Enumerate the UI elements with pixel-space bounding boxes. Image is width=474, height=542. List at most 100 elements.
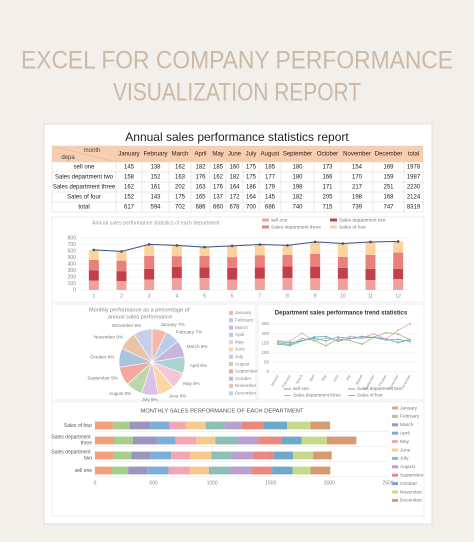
line-point — [385, 331, 387, 334]
bar-segment — [171, 245, 182, 257]
bar-segment — [282, 277, 293, 290]
bar-segment — [310, 253, 321, 267]
legend-swatch — [392, 406, 398, 410]
line-point — [369, 240, 372, 244]
legend-swatch — [229, 376, 233, 381]
legend-label: December — [235, 391, 257, 396]
table-cell: 740 — [292, 205, 303, 211]
line-point — [277, 339, 279, 342]
panel — [51, 303, 257, 401]
line-point — [258, 243, 262, 246]
bar-segment — [171, 451, 191, 460]
y-tick-label: 0 — [266, 369, 269, 374]
bar-segment — [254, 267, 265, 279]
table-cell: 700 — [246, 205, 257, 211]
bar-segment — [326, 436, 357, 445]
table-cell: 163 — [195, 185, 206, 191]
bar-segment — [337, 256, 348, 268]
line-point — [230, 244, 234, 248]
line-point — [397, 341, 399, 344]
legend-label: Sales department three — [293, 393, 341, 398]
x-tick-label: 9 — [314, 293, 317, 299]
bar-segment — [287, 421, 311, 430]
x-tick-label: 5 — [203, 293, 206, 299]
legend-label: January — [235, 310, 252, 315]
bar-segment — [111, 466, 129, 475]
legend-label: October — [400, 481, 417, 487]
column-header: October — [317, 152, 338, 158]
legend-swatch — [229, 332, 233, 337]
table-cell: 154 — [352, 165, 363, 171]
table-cell: 182 — [292, 195, 303, 201]
line-point — [325, 344, 327, 347]
legend-swatch — [392, 431, 398, 435]
corner-label: month — [84, 148, 101, 154]
bar-segment — [156, 436, 176, 445]
legend-swatch — [392, 473, 398, 477]
data-label: February 7% — [176, 330, 202, 335]
bar-segment — [337, 267, 348, 279]
data-label: June 8% — [168, 393, 186, 398]
bar-segment — [190, 466, 209, 475]
legend-label: August — [235, 361, 250, 366]
line-point — [385, 338, 387, 341]
legend-label: May — [400, 439, 410, 445]
legend-swatch — [229, 369, 233, 374]
bar-segment — [272, 466, 293, 475]
bar-segment — [281, 436, 302, 445]
bar-segment — [229, 466, 252, 475]
row-header: Sales department two — [55, 175, 114, 181]
table-cell: 180 — [292, 175, 303, 181]
bar-segment — [263, 421, 288, 430]
y-tick-label: 400 — [68, 261, 77, 267]
bar-segment — [150, 451, 172, 460]
column-header: April — [194, 152, 206, 158]
bar-segment — [144, 279, 155, 290]
bar-segment — [227, 279, 238, 290]
legend-swatch — [262, 225, 269, 229]
bar-segment — [144, 244, 155, 256]
bar-segment — [310, 421, 331, 430]
line-point — [313, 339, 315, 342]
line-point — [337, 339, 339, 342]
legend-label: February — [400, 414, 420, 420]
bar-segment — [215, 436, 238, 445]
table-cell: 152 — [124, 195, 135, 201]
table-cell: 172 — [229, 195, 240, 201]
pie-slice — [133, 328, 153, 364]
table-cell: 702 — [175, 205, 186, 211]
bar-segment — [199, 247, 210, 257]
bar-segment — [254, 278, 265, 290]
bar-segment — [144, 268, 155, 280]
column-header: January — [118, 152, 139, 158]
line-point — [361, 336, 363, 339]
table-cell: 168 — [383, 195, 394, 201]
legend-label: June — [235, 347, 245, 352]
y-tick-label: Sales department two — [51, 450, 92, 462]
table-cell: 170 — [352, 175, 363, 181]
bar-segment — [112, 421, 130, 430]
page-title: VISUALIZATION REPORT — [113, 79, 361, 107]
legend-swatch — [392, 414, 398, 418]
series-line — [277, 332, 411, 347]
legend-label: September — [400, 472, 424, 478]
bar-segment — [337, 243, 348, 257]
line-point — [349, 335, 351, 338]
chart-title: Department sales performance trend stati… — [275, 311, 408, 317]
bar-segment — [113, 436, 133, 445]
row-header: Sales of four — [67, 195, 101, 201]
bar-segment — [196, 436, 216, 445]
bar-segment — [293, 451, 314, 460]
line-point — [289, 343, 291, 346]
x-tick-label: 2 — [120, 293, 123, 299]
table-cell: 161 — [150, 185, 161, 191]
table-cell: 660 — [213, 205, 224, 211]
table-cell: 739 — [352, 205, 363, 211]
bar-segment — [95, 451, 114, 460]
bar-segment — [365, 268, 376, 280]
total-line — [93, 240, 399, 252]
x-tick-label: July — [345, 374, 352, 382]
line-point — [409, 338, 411, 341]
y-tick-label: 300 — [68, 268, 77, 274]
table-cell: 175 — [246, 175, 257, 181]
